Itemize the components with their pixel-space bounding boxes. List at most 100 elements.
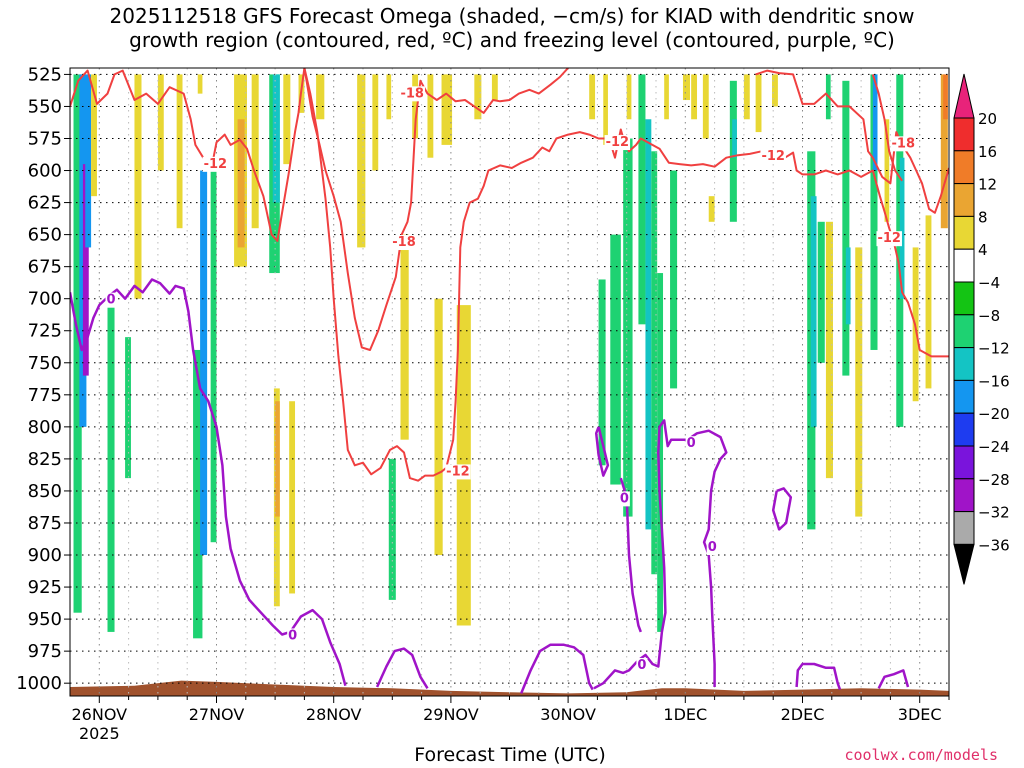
omega-cell-66 <box>870 74 878 350</box>
purple-contour-2 <box>520 643 594 694</box>
y-tick-label-650: 650 <box>28 225 62 246</box>
red-contour-label-4-bg <box>445 464 471 480</box>
purple-contour-label-1-bg <box>287 628 299 644</box>
purple-contour-label-1: 0 <box>288 628 297 643</box>
colorbar-swatch-3 <box>953 215 975 250</box>
omega-cell-72 <box>925 215 932 389</box>
y-tick-label-950: 950 <box>28 609 62 630</box>
colorbar-label-11: −28 <box>978 471 1010 489</box>
colorbar-label-9: −20 <box>978 405 1010 423</box>
x-tick-label-1DEC: 1DEC <box>663 705 707 724</box>
omega-cell-6 <box>125 337 131 479</box>
purple-contour-label-5: 0 <box>637 658 646 673</box>
red-contour-3 <box>755 69 949 214</box>
colorbar-label-3: 8 <box>978 208 988 226</box>
omega-cell-64 <box>845 247 851 325</box>
colorbar-swatch-6 <box>953 314 975 349</box>
ground-surface <box>70 680 949 696</box>
red-contour-label-2: -18 <box>392 235 416 250</box>
x-tick-label-29NOV: 29NOV <box>423 705 479 724</box>
purple-contour-1 <box>375 647 429 689</box>
red-contour-label-5: -12 <box>761 149 785 164</box>
omega-cell-26 <box>372 74 379 171</box>
omega-cell-3 <box>85 74 92 248</box>
red-contour-label-3-bg <box>604 135 631 151</box>
red-contour-label-0-bg <box>202 156 229 172</box>
purple-contour-label-0: 0 <box>106 293 115 308</box>
colorbar-label-8: −16 <box>978 372 1010 390</box>
omega-cell-10 <box>197 74 203 94</box>
red-contour-label-6-bg <box>890 136 917 152</box>
y-tick-label-725: 725 <box>28 321 62 342</box>
omega-cell-65 <box>855 247 863 517</box>
colorbar-swatch-10 <box>953 445 975 480</box>
y-tick-label-875: 875 <box>28 513 62 534</box>
purple-contour-label-3-bg <box>618 491 630 507</box>
omega-cell-44 <box>645 119 652 530</box>
omega-cell-54 <box>732 119 737 158</box>
colorbar-swatch-11 <box>953 478 975 513</box>
colorbar-top-arrow <box>953 73 975 119</box>
colorbar-bottom-arrow <box>953 543 975 585</box>
purple-contour-label-2: 0 <box>687 436 696 451</box>
omega-cell-24 <box>316 74 325 120</box>
omega-cell-13 <box>210 170 217 543</box>
y-tick-label-900: 900 <box>28 545 62 566</box>
omega-cell-73 <box>940 74 948 229</box>
omega-cell-42 <box>626 74 632 120</box>
purple-contour-5 <box>594 426 610 477</box>
omega-cell-5 <box>107 298 115 632</box>
omega-cell-32 <box>441 74 453 145</box>
omega-cell-45 <box>651 151 658 575</box>
red-contour-label-2-bg <box>391 235 417 251</box>
credit-link[interactable]: coolwx.com/models <box>844 746 998 764</box>
red-contour-label-3: -12 <box>606 135 630 150</box>
omega-cell-0 <box>73 74 82 613</box>
red-contour-label-1: -18 <box>400 86 424 101</box>
y-tick-label-925: 925 <box>28 577 62 598</box>
purple-contour-label-4-bg <box>706 540 718 556</box>
omega-cell-9 <box>176 74 183 229</box>
omega-cell-74 <box>943 74 948 120</box>
omega-cell-59 <box>810 196 817 427</box>
y-tick-label-675: 675 <box>28 257 62 278</box>
colorbar-swatch-0 <box>953 117 975 152</box>
colorbar-label-7: −12 <box>978 340 1010 358</box>
omega-cell-27 <box>386 74 392 120</box>
x-tick-label-27NOV: 27NOV <box>189 705 245 724</box>
purple-contour-label-3: 0 <box>620 491 629 506</box>
omega-cell-11 <box>193 349 203 639</box>
omega-cell-56 <box>755 74 762 133</box>
chart-title: 2025112518 GFS Forecast Omega (shaded, −… <box>0 4 1024 52</box>
omega-cell-8 <box>157 74 164 171</box>
colorbar-swatch-9 <box>953 412 975 447</box>
omega-cell-39 <box>603 74 608 145</box>
purple-contour-label-2-bg <box>685 436 697 452</box>
omega-cell-16 <box>251 74 259 229</box>
omega-cell-36 <box>491 74 498 101</box>
omega-cell-7 <box>134 74 142 299</box>
red-contour-label-0: -12 <box>204 157 228 172</box>
omega-cell-60 <box>817 221 825 363</box>
grid <box>70 68 950 696</box>
omega-cell-67 <box>872 74 878 171</box>
y-tick-label-825: 825 <box>28 449 62 470</box>
purple-contour-label-4: 0 <box>708 540 717 555</box>
omega-cell-29 <box>400 234 409 440</box>
y-tick-label-850: 850 <box>28 481 62 502</box>
colorbar-label-0: 20 <box>978 110 997 128</box>
omega-cell-21 <box>283 74 291 165</box>
chart-title-line1: 2025112518 GFS Forecast Omega (shaded, −… <box>109 4 915 28</box>
x-tick-label-26NOV: 26NOV <box>72 705 128 724</box>
omega-cell-37 <box>589 74 596 120</box>
omega-cell-63 <box>842 80 850 376</box>
purple-contour-8 <box>877 669 910 689</box>
omega-cell-20 <box>275 401 280 517</box>
colorbar-label-5: −4 <box>978 274 1000 292</box>
freezing-level-contours: 0 0 0 0 0 0 <box>70 278 910 694</box>
red-contour-label-4: -12 <box>446 464 470 479</box>
omega-cell-30 <box>412 74 419 139</box>
omega-cell-28 <box>388 458 396 600</box>
omega-cell-47 <box>664 74 669 120</box>
